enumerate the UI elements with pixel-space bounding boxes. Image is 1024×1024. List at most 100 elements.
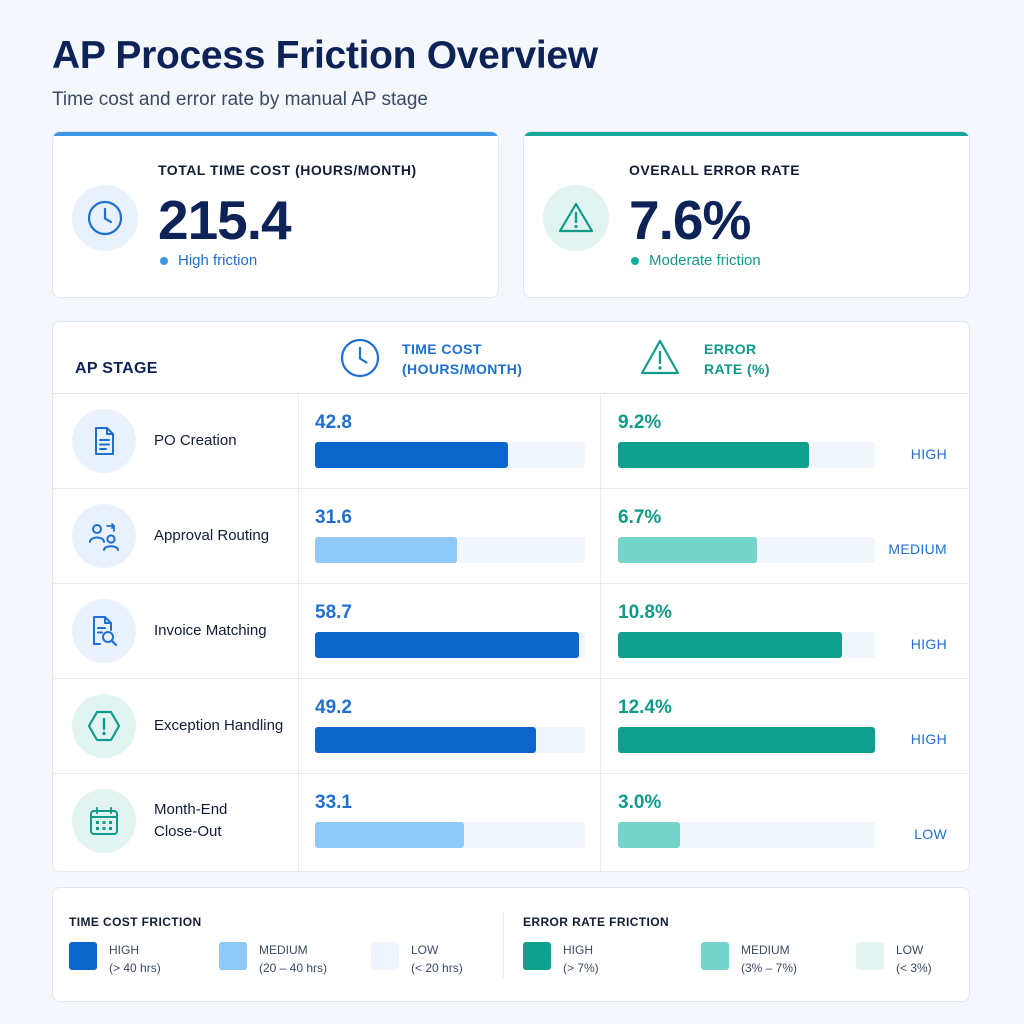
time-cost-bar-track xyxy=(315,442,585,468)
column-header-error-line1: ERROR xyxy=(704,341,757,357)
column-header-stage: AP STAGE xyxy=(75,360,158,377)
legend-swatch xyxy=(69,942,97,970)
column-divider xyxy=(600,394,601,871)
table-row: Exception Handling 49.2 12.4% HIGH xyxy=(53,679,969,774)
table-row: Approval Routing 31.6 6.7% MEDIUM xyxy=(53,489,969,584)
table-header: AP STAGE TIME COST (HOURS/MONTH) ERROR R… xyxy=(53,322,969,394)
column-header-time-line2: (HOURS/MONTH) xyxy=(402,361,523,377)
stage-name: Approval Routing xyxy=(154,527,270,544)
table-row: Invoice Matching 58.7 10.8% HIGH xyxy=(53,584,969,679)
legend-divider xyxy=(503,912,504,978)
kpi-card-time-cost: TOTAL TIME COST (HOURS/MONTH) 215.4 High… xyxy=(52,131,499,298)
time-cost-value: 58.7 xyxy=(315,602,352,623)
error-rate-value: 6.7% xyxy=(618,507,662,528)
error-rate-bar xyxy=(618,537,757,563)
kpi-accent-bar xyxy=(53,132,498,136)
legend-range: (< 3%) xyxy=(896,961,932,975)
legend-label: HIGH xyxy=(563,943,593,957)
column-header-time-cost: TIME COST (HOURS/MONTH) xyxy=(402,339,582,379)
exception-octagon-icon xyxy=(72,694,136,758)
error-rate-bar xyxy=(618,632,842,658)
legend-swatch xyxy=(701,942,729,970)
legend-label: HIGH xyxy=(109,943,139,957)
legend-label: LOW xyxy=(411,943,439,957)
error-rate-value: 3.0% xyxy=(618,792,662,813)
legend-swatch xyxy=(523,942,551,970)
friction-level-badge: MEDIUM xyxy=(888,541,947,557)
friction-level-badge: HIGH xyxy=(910,446,947,462)
stage-friction-table: AP STAGE TIME COST (HOURS/MONTH) ERROR R… xyxy=(52,321,970,872)
time-cost-value: 49.2 xyxy=(315,697,352,718)
time-cost-bar-track xyxy=(315,727,585,753)
document-icon xyxy=(72,409,136,473)
friction-level-badge: LOW xyxy=(914,826,947,842)
legend-range: (20 – 40 hrs) xyxy=(259,961,328,975)
legend-swatch xyxy=(219,942,247,970)
time-cost-bar-track xyxy=(315,822,585,848)
legend-range: (< 20 hrs) xyxy=(411,961,463,975)
stage-name: Exception Handling xyxy=(154,717,284,734)
warning-triangle-icon xyxy=(638,336,682,385)
time-cost-bar xyxy=(315,537,458,563)
table-row: PO Creation 42.8 9.2% HIGH xyxy=(53,394,969,489)
column-header-error-rate: ERROR RATE (%) xyxy=(704,339,824,379)
legend-swatch xyxy=(856,942,884,970)
error-rate-bar xyxy=(618,442,809,468)
error-rate-value: 10.8% xyxy=(618,602,672,623)
legend-title-time: TIME COST FRICTION xyxy=(69,915,202,929)
stage-name: Invoice Matching xyxy=(154,622,267,639)
friction-level-badge: HIGH xyxy=(910,636,947,652)
legend-swatch xyxy=(371,942,399,970)
kpi-status: Moderate friction xyxy=(631,252,761,269)
stage-name: PO Creation xyxy=(154,432,237,449)
time-cost-bar xyxy=(315,442,508,468)
kpi-value: 215.4 xyxy=(158,189,292,251)
error-rate-value: 9.2% xyxy=(618,412,662,433)
legend-label: MEDIUM xyxy=(741,943,790,957)
error-rate-bar-track xyxy=(618,537,875,563)
error-rate-bar-track xyxy=(618,822,875,848)
column-divider xyxy=(298,394,299,871)
legend-title-error: ERROR RATE FRICTION xyxy=(523,915,670,929)
kpi-label: OVERALL ERROR RATE xyxy=(629,162,801,178)
error-rate-bar-track xyxy=(618,632,875,658)
time-cost-bar-track xyxy=(315,537,585,563)
friction-level-badge: HIGH xyxy=(910,731,947,747)
kpi-value: 7.6% xyxy=(629,189,751,251)
time-cost-bar xyxy=(315,727,537,753)
column-header-time-line1: TIME COST xyxy=(402,341,482,357)
legend-label: LOW xyxy=(896,943,924,957)
page-subtitle: Time cost and error rate by manual AP st… xyxy=(52,89,428,110)
time-cost-bar xyxy=(315,822,464,848)
error-rate-value: 12.4% xyxy=(618,697,672,718)
kpi-status: High friction xyxy=(160,252,257,269)
kpi-label: TOTAL TIME COST (HOURS/MONTH) xyxy=(158,162,417,178)
time-cost-value: 31.6 xyxy=(315,507,352,528)
clock-icon xyxy=(72,185,138,251)
kpi-status-text: Moderate friction xyxy=(649,252,761,269)
legend-range: (3% – 7%) xyxy=(741,961,798,975)
warning-triangle-icon xyxy=(543,185,609,251)
stage-name: Month-End Close-Out xyxy=(154,801,228,840)
legend-label: MEDIUM xyxy=(259,943,308,957)
error-rate-bar-track xyxy=(618,442,875,468)
approval-users-icon xyxy=(72,504,136,568)
error-rate-bar xyxy=(618,727,875,753)
error-rate-bar xyxy=(618,822,681,848)
legend: TIME COST FRICTION ERROR RATE FRICTION H… xyxy=(52,887,970,1002)
time-cost-bar-track xyxy=(315,632,585,658)
legend-range: (> 7%) xyxy=(563,961,599,975)
calendar-icon xyxy=(72,789,136,853)
table-row: Month-End Close-Out 33.1 3.0% LOW xyxy=(53,774,969,869)
kpi-status-text: High friction xyxy=(178,252,258,269)
error-rate-bar-track xyxy=(618,727,875,753)
invoice-search-icon xyxy=(72,599,136,663)
legend-range: (> 40 hrs) xyxy=(109,961,161,975)
time-cost-bar xyxy=(315,632,580,658)
status-dot xyxy=(631,256,639,265)
kpi-card-error-rate: OVERALL ERROR RATE 7.6% Moderate frictio… xyxy=(523,131,970,298)
clock-icon xyxy=(338,336,382,385)
kpi-accent-bar xyxy=(524,132,969,136)
page-title: AP Process Friction Overview xyxy=(52,34,598,77)
column-header-error-line2: RATE (%) xyxy=(704,361,770,377)
